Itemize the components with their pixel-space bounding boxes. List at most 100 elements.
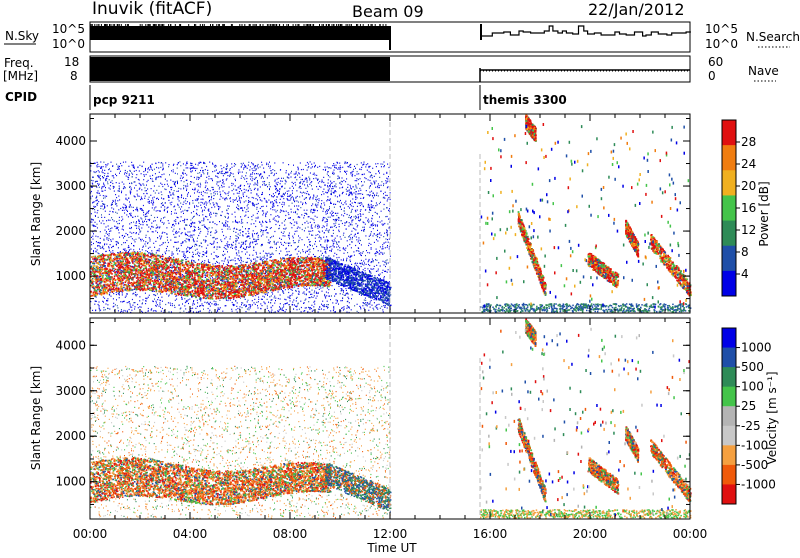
power-pixel — [212, 264, 213, 265]
power-pixel — [156, 228, 157, 229]
power-pixel — [351, 309, 352, 310]
power-pixel — [299, 240, 300, 241]
power-pixel — [306, 213, 307, 214]
power-pixel — [147, 193, 148, 194]
power-pixel — [133, 222, 134, 223]
power-pixel — [257, 256, 258, 257]
power-pixel — [344, 265, 345, 266]
power-pixel — [256, 302, 257, 303]
power-pixel — [326, 245, 327, 246]
power-pixel — [175, 173, 176, 174]
power-pixel — [107, 237, 108, 238]
power-pixel — [162, 308, 163, 309]
nsky-spike — [250, 24, 251, 27]
power-pixel — [187, 301, 188, 302]
power-pixel — [301, 307, 302, 308]
power-pixel — [194, 304, 195, 305]
power-pixel — [227, 221, 228, 222]
power-pixel — [363, 231, 364, 232]
power-pixel — [192, 308, 193, 309]
power-pixel — [110, 182, 111, 183]
power-pixel — [217, 176, 218, 177]
power-pixel — [269, 311, 270, 312]
power-pixel — [387, 232, 388, 233]
power-pixel — [158, 193, 159, 194]
power-pixel — [95, 206, 96, 207]
power-pixel — [125, 261, 126, 262]
power-pixel — [383, 311, 384, 312]
power-pixel — [206, 203, 207, 204]
power-pixel — [106, 300, 107, 301]
power-pixel — [305, 300, 306, 301]
power-pixel — [238, 252, 239, 253]
power-pixel — [150, 195, 151, 196]
power-pixel — [351, 247, 352, 248]
power-pixel — [189, 236, 190, 237]
power-pixel — [179, 228, 180, 229]
power-pixel — [274, 243, 275, 244]
power-pixel — [333, 310, 334, 311]
nsky-spike — [383, 24, 384, 27]
power-pixel — [359, 188, 360, 189]
power-pixel — [293, 300, 294, 301]
power-pixel — [223, 263, 224, 264]
power-pixel — [247, 301, 248, 302]
power-pixel — [241, 245, 242, 246]
power-pixel — [289, 251, 290, 252]
power-pixel — [258, 297, 259, 298]
power-pixel — [294, 206, 295, 207]
power-pixel — [178, 241, 179, 242]
power-pixel — [175, 264, 176, 265]
power-pixel — [267, 295, 268, 296]
power-pixel — [279, 216, 280, 217]
power-pixel — [209, 227, 210, 228]
cpid-label: CPID — [5, 90, 37, 104]
power-pixel — [110, 239, 111, 240]
power-pixel — [108, 240, 109, 241]
power-pixel — [100, 231, 101, 232]
power-pixel — [343, 204, 344, 205]
power-pixel — [368, 304, 369, 305]
power-pixel — [219, 246, 220, 247]
power-pixel — [105, 230, 106, 231]
power-pixel — [388, 219, 389, 220]
power-pixel — [256, 194, 257, 195]
power-pixel — [271, 311, 272, 312]
power-pixel — [266, 202, 267, 203]
power-pixel — [108, 220, 109, 221]
power-pixel — [340, 200, 341, 201]
power-pixel — [319, 232, 320, 233]
power-pixel — [221, 215, 222, 216]
power-pixel — [359, 268, 360, 269]
power-pixel — [121, 191, 122, 192]
power-pixel — [223, 190, 224, 191]
power-pixel — [369, 259, 370, 260]
power-pixel — [107, 165, 108, 166]
power-pixel — [225, 198, 226, 199]
power-pixel — [187, 201, 188, 202]
power-pixel — [342, 297, 343, 298]
power-pixel — [112, 219, 113, 220]
power-pixel — [288, 212, 289, 213]
power-pixel — [138, 234, 139, 235]
nsky-top-tick: 10^5 — [52, 22, 85, 36]
nsky-spike — [200, 24, 201, 27]
power-pixel — [133, 232, 134, 233]
power-pixel — [288, 164, 289, 165]
power-pixel — [202, 261, 203, 262]
power-pixel — [223, 251, 224, 252]
power-pixel — [244, 192, 245, 193]
power-pixel — [253, 205, 254, 206]
power-pixel — [106, 196, 107, 197]
power-pixel — [169, 223, 170, 224]
power-pixel — [339, 247, 340, 248]
power-pixel — [325, 296, 326, 297]
power-pixel — [192, 304, 193, 305]
power-pixel — [112, 204, 113, 205]
power-pixel — [300, 237, 301, 238]
power-pixel — [382, 244, 383, 245]
power-pixel — [159, 248, 160, 249]
power-pixel — [226, 178, 227, 179]
power-pixel — [339, 195, 340, 196]
power-pixel — [286, 248, 287, 249]
